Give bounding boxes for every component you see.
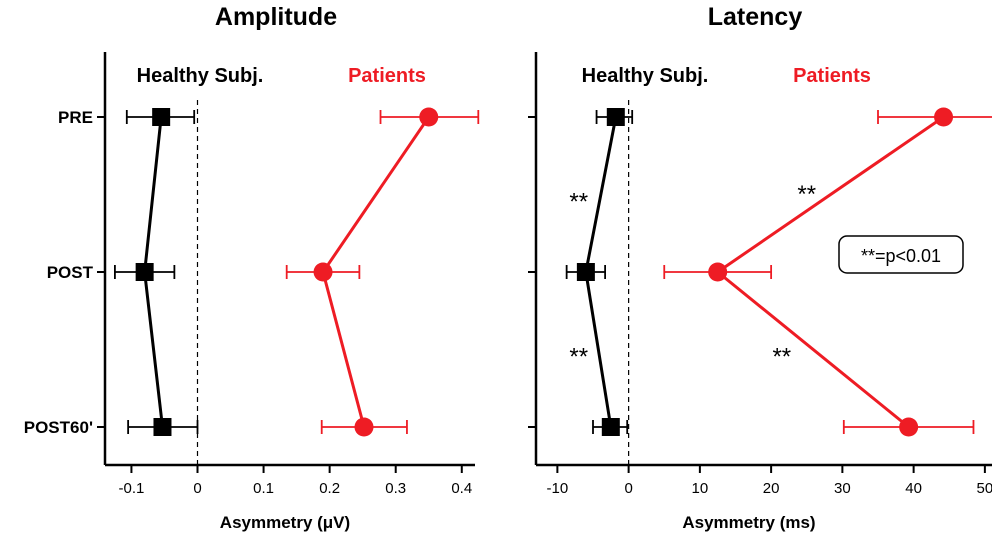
latency-x-tick-label: 30: [834, 480, 851, 497]
latency-x-tick-label: 50: [977, 480, 992, 497]
amplitude-x-tick-label: 0.1: [253, 480, 274, 497]
amplitude-category-label: POST60': [24, 418, 93, 437]
latency-data-point: [606, 108, 625, 126]
amplitude-category-label: POST: [47, 263, 94, 282]
latency-significance-mark: **: [569, 189, 588, 216]
latency-series-label-0: Healthy Subj.: [582, 65, 709, 87]
significance-legend-box: [838, 235, 964, 274]
amplitude-x-tick-label: -0.1: [118, 480, 144, 497]
latency-panel: Latency Healthy Subj. Patients -10 0 10 20 30 40…: [528, 3, 992, 532]
latency-significance-mark: **: [772, 344, 791, 371]
amplitude-panel: Amplitude Healthy Subj. Patients PRE POST POS…: [24, 3, 480, 532]
amplitude-x-tick-label: 0.4: [451, 480, 472, 497]
latency-x-label: Asymmetry (ms): [682, 513, 815, 532]
latency-x-tick-label: 40: [905, 480, 922, 497]
amplitude-series-label-1: Patients: [348, 65, 426, 87]
latency-data-point: [708, 262, 728, 282]
amplitude-title: Amplitude: [215, 3, 337, 31]
latency-x-tick-label: 20: [763, 480, 780, 497]
amplitude-x-label: Asymmetry (μV): [220, 513, 350, 532]
amplitude-data-point: [135, 263, 154, 281]
latency-data-point: [934, 107, 954, 127]
latency-x-tick-label: 0: [624, 480, 632, 497]
latency-data-point: [601, 418, 620, 436]
amplitude-data-point: [313, 262, 333, 282]
amplitude-data-point: [152, 108, 171, 126]
latency-data-point: [899, 417, 919, 437]
amplitude-x-tick-label: 0.2: [319, 480, 340, 497]
latency-significance-mark: **: [797, 181, 816, 208]
latency-data-point: [576, 263, 595, 281]
amplitude-category-label: PRE: [58, 108, 93, 127]
latency-x-tick-label: -10: [547, 480, 569, 497]
latency-significance-mark: **: [569, 344, 588, 371]
amplitude-data-point: [354, 417, 374, 437]
latency-x-tick-label: 10: [692, 480, 709, 497]
latency-title: Latency: [708, 3, 803, 31]
amplitude-series-label-0: Healthy Subj.: [137, 65, 264, 87]
amplitude-data-point: [419, 107, 439, 127]
amplitude-data-point: [153, 418, 172, 436]
latency-series-label-1: Patients: [793, 65, 871, 87]
significance-legend-text: **=p<0.01: [861, 246, 941, 266]
amplitude-x-tick-label: 0.3: [385, 480, 406, 497]
amplitude-x-tick-label: 0: [193, 480, 201, 497]
